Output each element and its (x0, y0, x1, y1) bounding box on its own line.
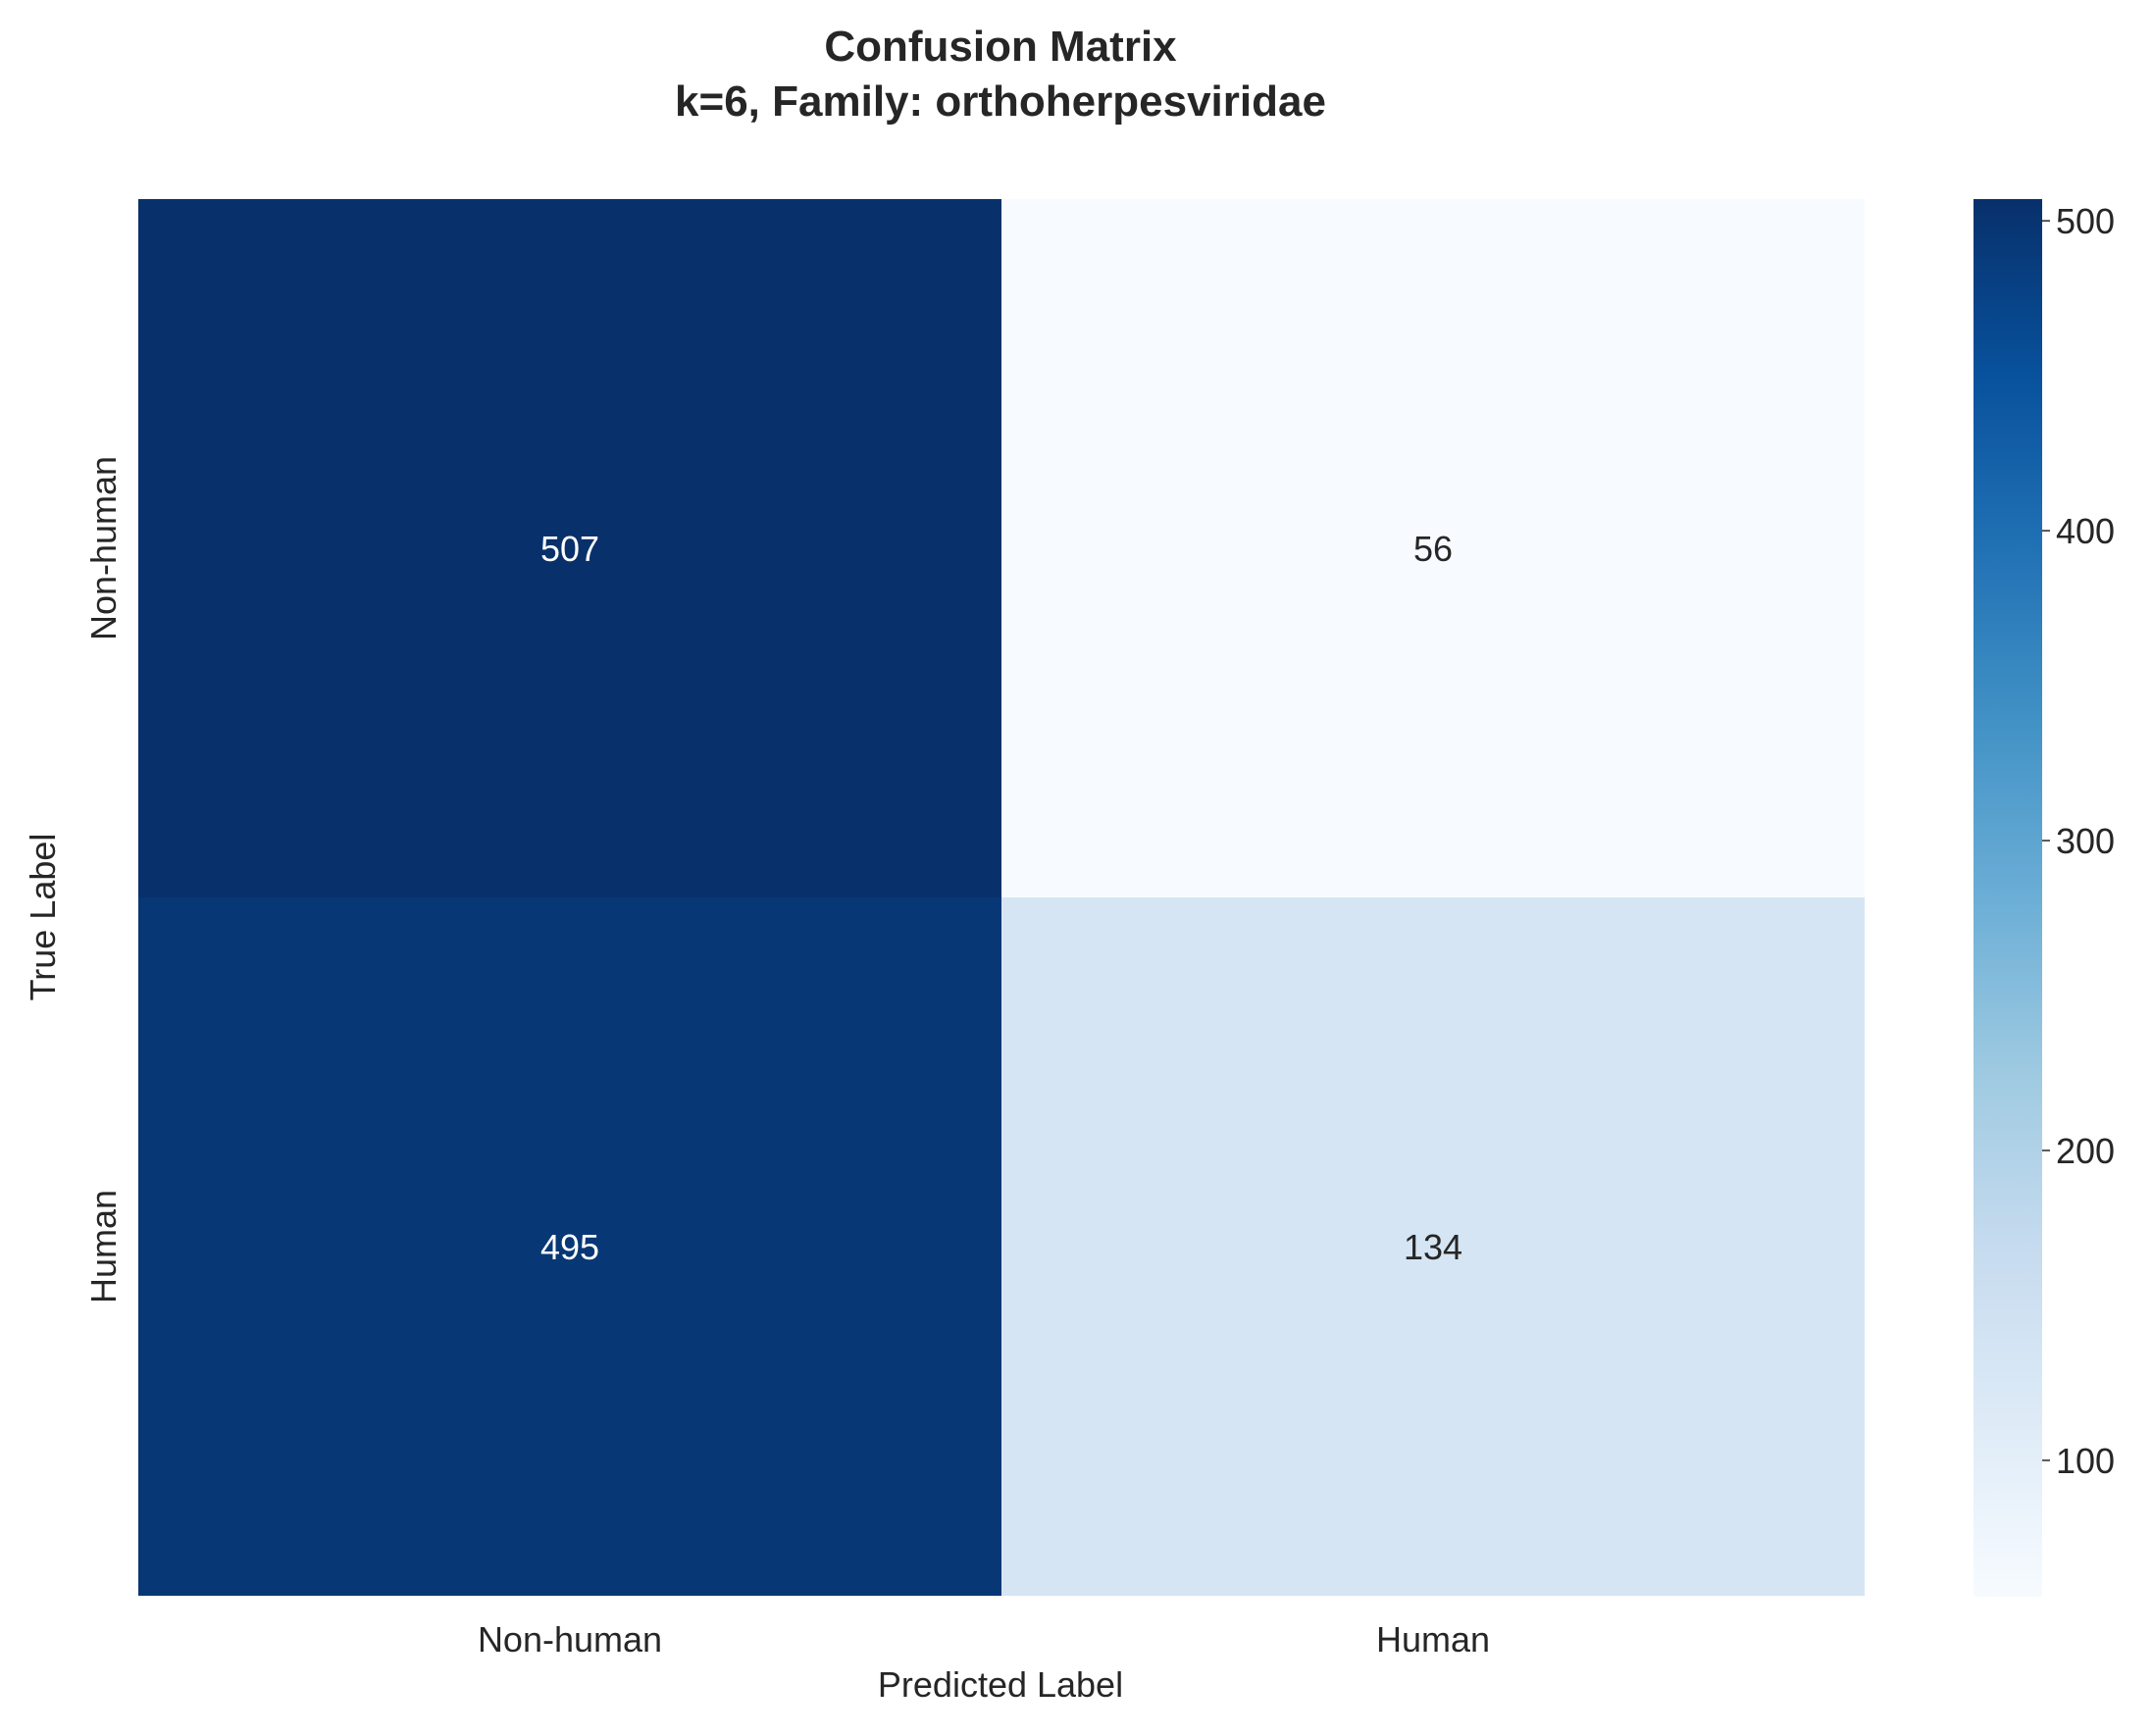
heatmap-cell-human-non-human (138, 897, 1001, 1596)
colorbar-tick-label: 300 (2056, 821, 2115, 861)
y-tick-label-non-human: Non-human (83, 456, 124, 640)
x-axis-tick-labels: Non-human Human (478, 1619, 1490, 1659)
y-axis-label: True Label (23, 834, 63, 1001)
x-tick-label-human: Human (1376, 1619, 1490, 1659)
chart-subtitle: k=6, Family: orthoherpesviridae (675, 77, 1326, 126)
heatmap-cell-non-human-human (1001, 199, 1865, 897)
colorbar-ticks: 100 200 300 400 500 (2042, 201, 2115, 1481)
colorbar-tick-label: 400 (2056, 511, 2115, 551)
chart-title: Confusion Matrix (824, 23, 1177, 71)
colorbar-tick-label: 500 (2056, 201, 2115, 241)
heatmap-cell-labels: 507 56 495 134 (540, 529, 1462, 1267)
x-axis-label: Predicted Label (878, 1664, 1123, 1705)
colorbar (1974, 199, 2042, 1597)
cell-value-label: 507 (540, 529, 599, 569)
cell-value-label: 56 (1413, 529, 1453, 569)
cell-value-label: 134 (1404, 1227, 1462, 1267)
heatmap-cells (138, 199, 1865, 1596)
heatmap-cell-human-human (1001, 897, 1865, 1596)
y-tick-label-human: Human (83, 1190, 124, 1303)
cell-value-label: 495 (540, 1227, 599, 1267)
heatmap-cell-non-human-non-human (138, 199, 1001, 897)
x-tick-label-non-human: Non-human (478, 1619, 662, 1659)
colorbar-tick-label: 100 (2056, 1441, 2115, 1481)
y-axis-tick-labels: Non-human Human (83, 456, 124, 1303)
colorbar-tick-label: 200 (2056, 1131, 2115, 1171)
